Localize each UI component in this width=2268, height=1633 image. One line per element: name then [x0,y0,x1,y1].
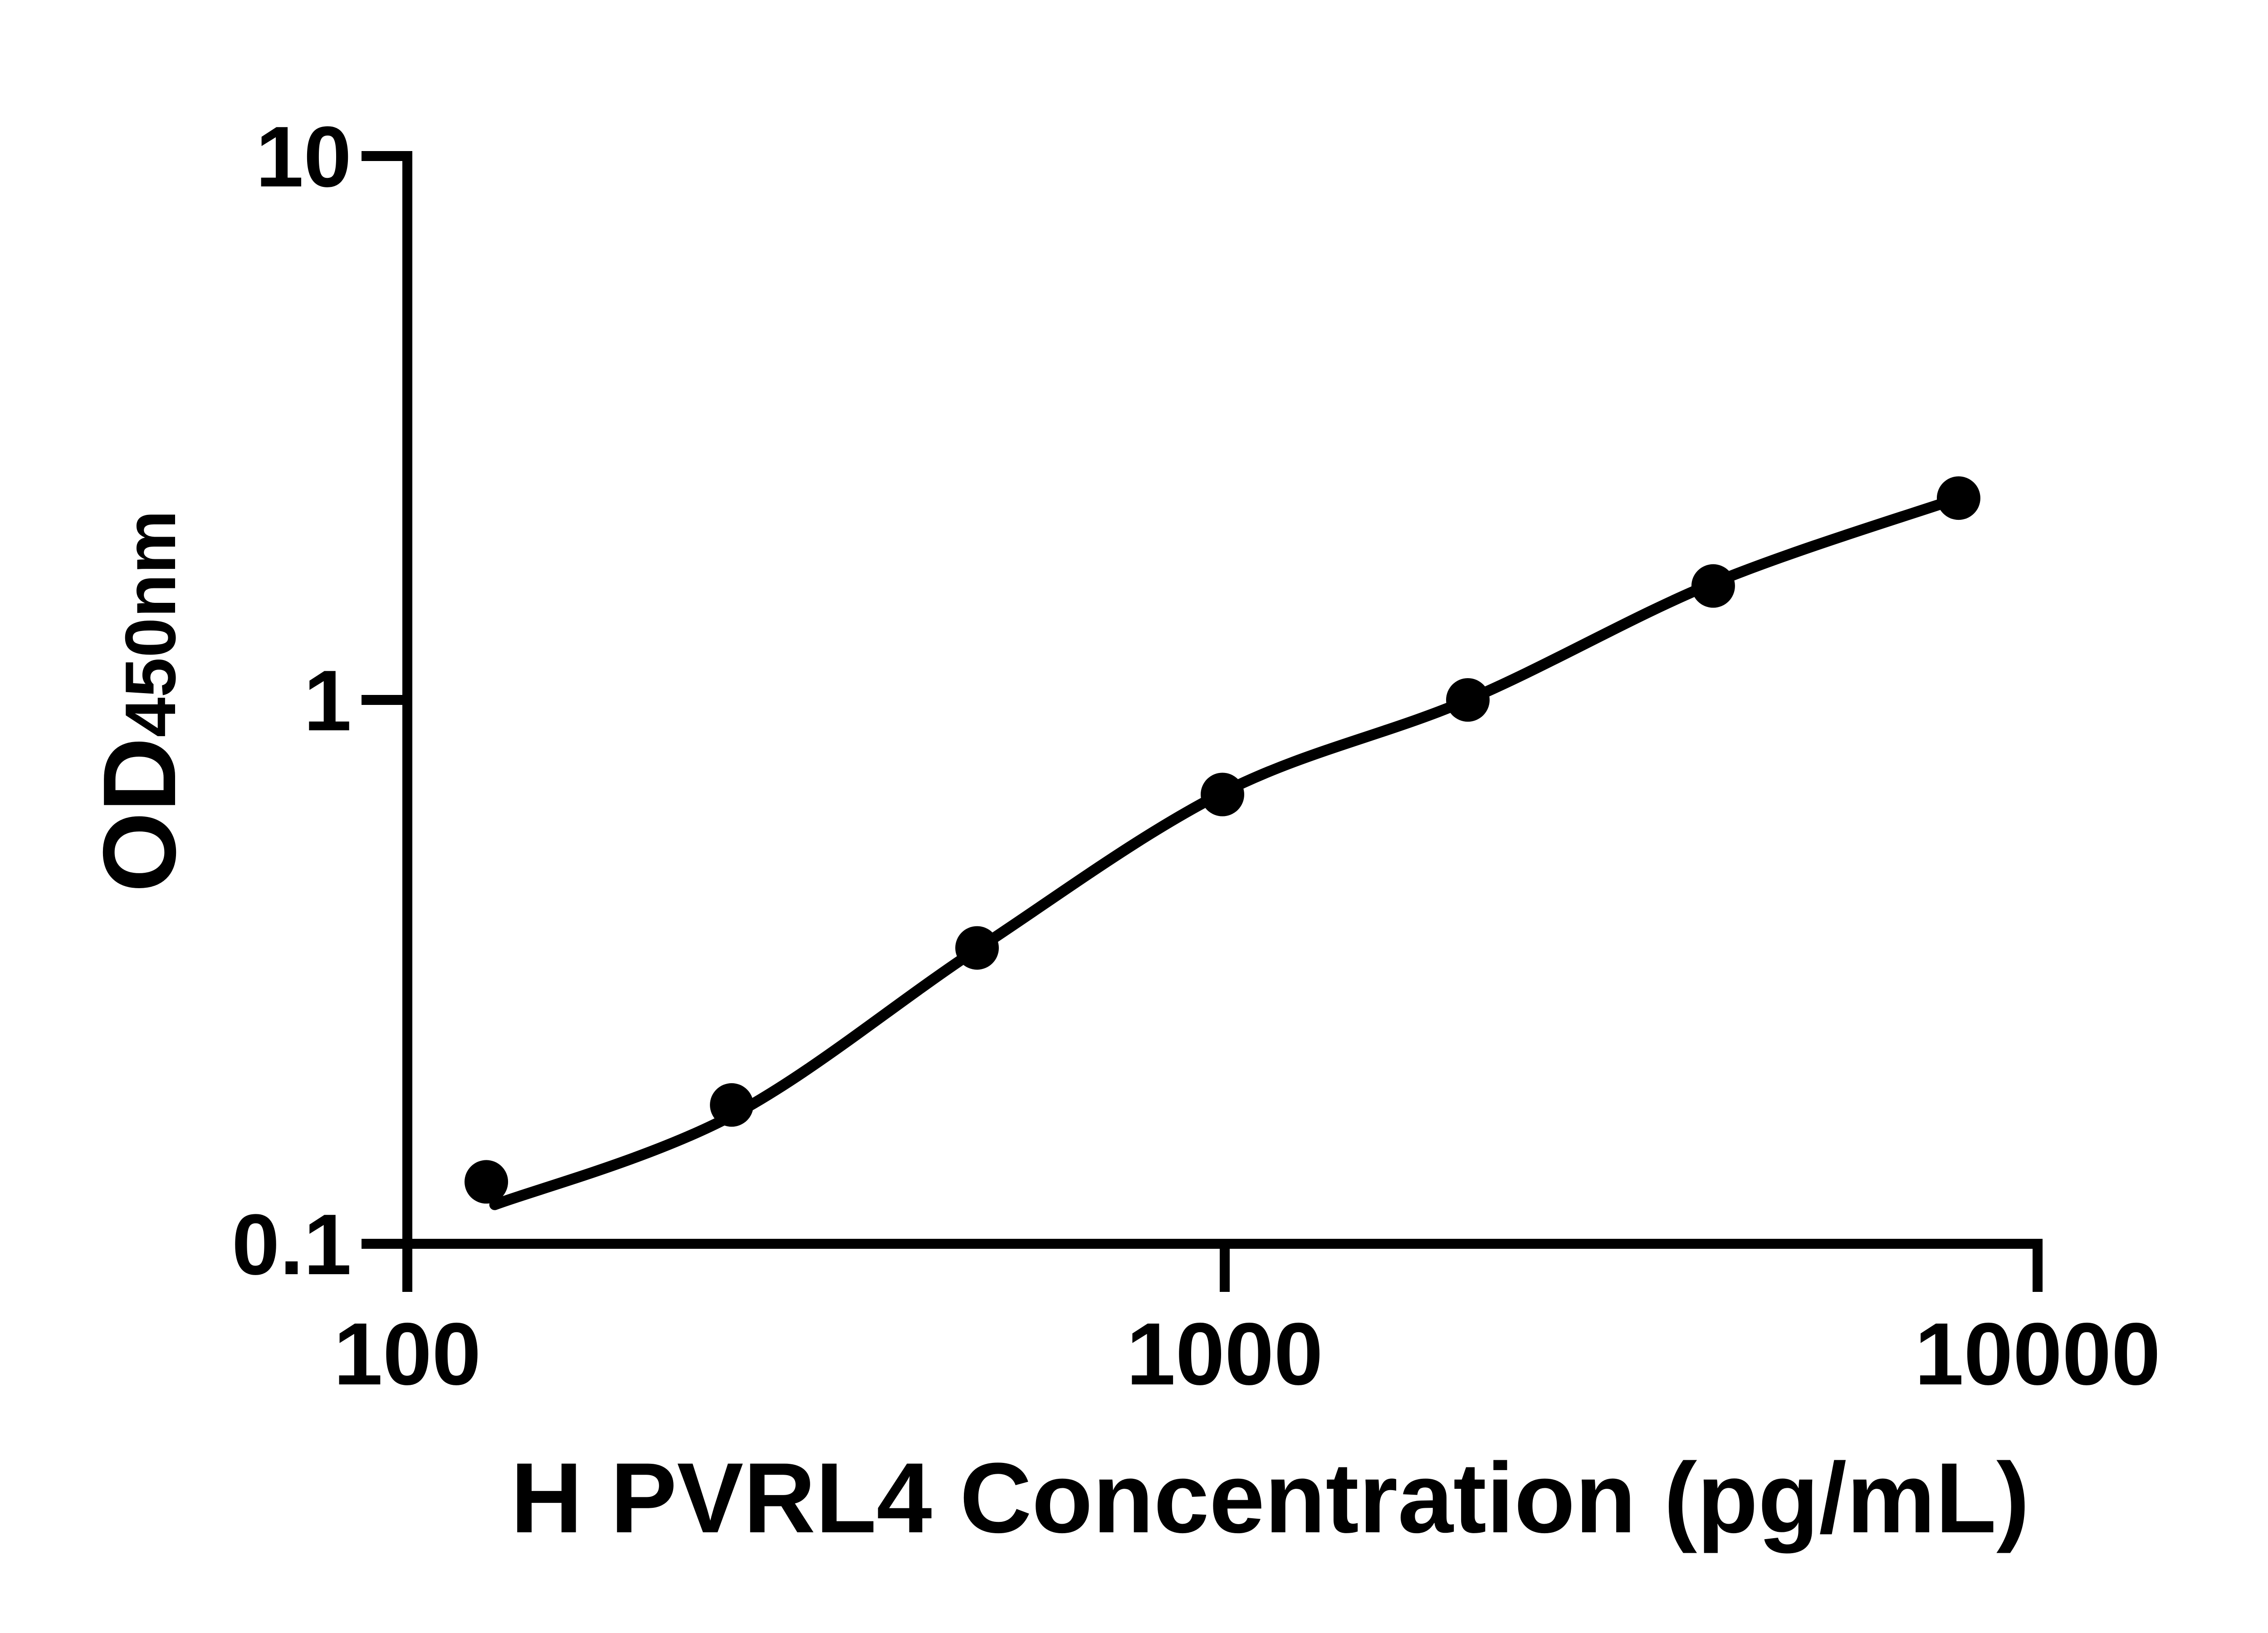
y-tick-label-1: 1 [303,653,352,749]
y-tick-label-0.1: 0.1 [231,1197,352,1293]
data-point-marker [1936,476,1980,520]
x-axis-title: H PVRL4 Concentration (pg/mL) [510,1442,2030,1554]
x-tick-label-1000: 1000 [1126,1305,1323,1403]
data-point-marker [710,1083,754,1127]
axis-frame [362,151,2043,1292]
y-axis-title-subscript: 450nm [111,510,191,738]
data-point-marker [955,926,999,970]
y-axis-title-base: OD [82,737,197,893]
data-point-marker [464,1160,508,1204]
y-axis-title: OD450nm [81,384,199,1019]
data-point-marker [1446,678,1490,722]
x-tick-label-10000: 10000 [1914,1305,2161,1403]
x-tick-label-100: 100 [333,1305,481,1403]
data-point-marker [1691,564,1735,608]
data-point-marker [1201,772,1244,816]
y-tick-label-10: 10 [255,109,352,205]
